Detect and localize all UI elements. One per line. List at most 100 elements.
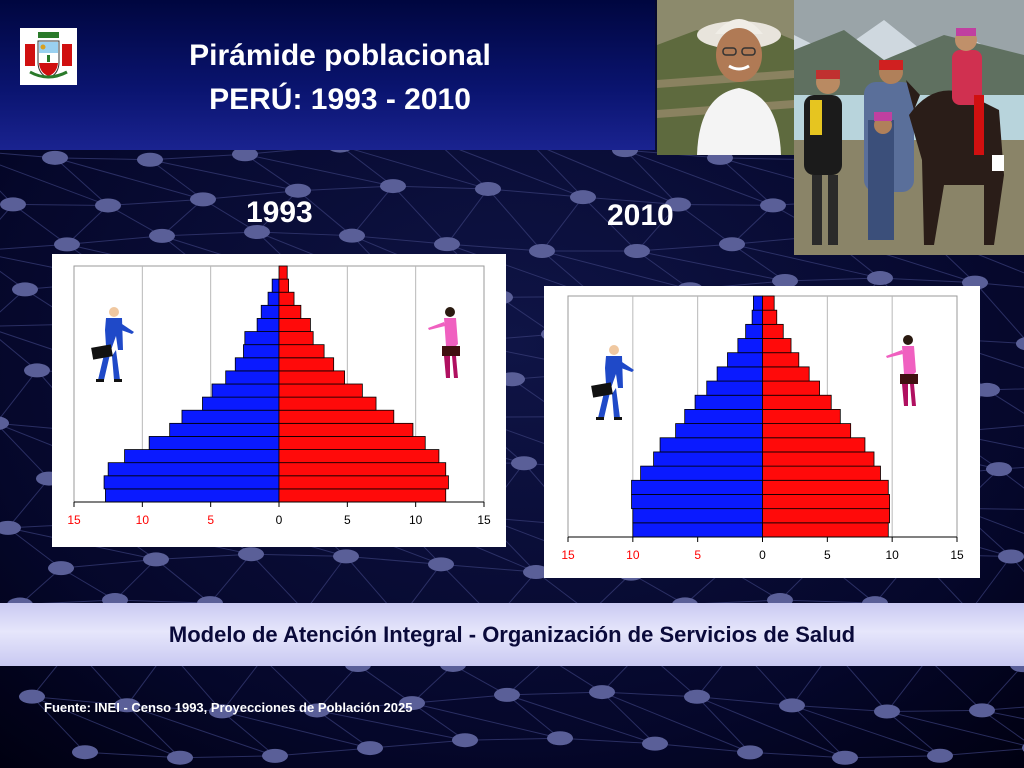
network-line — [969, 556, 1012, 612]
businesswoman-icon — [428, 307, 460, 378]
network-node — [986, 462, 1012, 477]
network-line — [541, 196, 584, 252]
network-line — [411, 702, 466, 741]
network-line — [209, 553, 252, 604]
network-line — [696, 696, 751, 753]
network-line — [262, 657, 318, 711]
female-bar — [762, 366, 810, 382]
female-bar — [762, 451, 875, 467]
network-line — [630, 573, 686, 605]
network-line — [779, 599, 876, 604]
network-node — [434, 237, 460, 252]
title-line-2: PERÚ: 1993 - 2010 — [209, 83, 471, 116]
network-line — [981, 709, 1024, 741]
female-bar — [762, 437, 866, 453]
network-line — [244, 153, 299, 192]
female-bar — [278, 344, 325, 359]
network-line — [0, 339, 38, 371]
female-bar — [762, 323, 784, 339]
network-node — [779, 698, 805, 713]
network-line — [601, 691, 656, 745]
male-bar — [632, 522, 763, 538]
network-line — [974, 282, 1024, 339]
network-line — [316, 702, 413, 711]
network-line — [66, 235, 163, 245]
network-line — [541, 250, 691, 290]
network-line — [446, 243, 543, 252]
network-node — [149, 228, 175, 243]
network-node — [339, 228, 365, 243]
network-line — [316, 709, 466, 741]
female-bar — [762, 409, 841, 424]
network-line — [149, 159, 299, 192]
network-node — [95, 198, 121, 213]
female-bar — [762, 494, 890, 510]
network-line — [981, 664, 1024, 711]
page-title: Pirámide poblacional PERÚ: 1993 - 2010 — [110, 34, 570, 122]
female-bar — [278, 304, 302, 319]
network-node — [428, 557, 454, 572]
network-line — [981, 706, 1024, 711]
network-line — [998, 466, 1024, 470]
network-line — [506, 694, 656, 745]
male-bar — [675, 423, 763, 439]
network-line — [161, 198, 204, 237]
male-bar — [202, 396, 280, 411]
network-line — [316, 710, 371, 749]
network-node — [570, 190, 596, 205]
network-line — [487, 188, 584, 198]
network-line — [636, 243, 733, 252]
network-line — [582, 196, 638, 252]
network-line — [221, 658, 264, 712]
network-line — [345, 555, 442, 565]
male-bar — [631, 479, 763, 495]
female-bar — [762, 394, 832, 410]
network-line — [339, 145, 489, 190]
pyramid-chart-2010: 15 10 5 0 5 10 15 — [544, 286, 980, 578]
female-bar — [278, 488, 447, 503]
network-node — [494, 687, 520, 702]
male-bar — [753, 295, 763, 311]
family-horse-photo — [794, 0, 1024, 255]
network-line — [297, 185, 394, 192]
network-line — [998, 468, 1024, 489]
network-node — [511, 456, 537, 471]
network-node — [262, 748, 288, 763]
network-node — [624, 244, 650, 259]
network-line — [126, 704, 276, 757]
businesswoman-icon — [886, 335, 918, 406]
network-line — [149, 153, 246, 161]
male-bar — [684, 409, 763, 424]
network-line — [31, 696, 181, 759]
network-line — [316, 664, 359, 711]
title-line-1: Pirámide poblacional — [189, 39, 491, 72]
network-node — [547, 731, 573, 746]
network-node — [137, 152, 163, 167]
male-bar — [148, 436, 280, 450]
network-line — [392, 185, 448, 245]
network-line — [0, 370, 38, 419]
female-bar — [762, 423, 852, 439]
network-line — [107, 205, 163, 237]
network-line — [601, 691, 751, 753]
businessman-icon — [91, 307, 134, 382]
network-node — [998, 549, 1024, 564]
male-bar — [105, 488, 280, 503]
network-line — [506, 694, 561, 739]
network-line — [957, 507, 1024, 534]
network-node — [589, 685, 615, 700]
businessman-icon — [591, 345, 634, 420]
network-line — [114, 559, 157, 601]
network-node — [867, 271, 893, 286]
male-bar — [181, 409, 280, 424]
network-line — [636, 204, 679, 252]
network-line — [244, 153, 394, 187]
network-line — [351, 235, 448, 245]
network-line — [84, 751, 181, 759]
network-line — [60, 567, 116, 601]
network-line — [731, 205, 774, 245]
x-tick-label: 15 — [561, 548, 575, 562]
x-tick-label: 5 — [824, 548, 831, 562]
female-bar — [762, 465, 881, 481]
network-line — [54, 157, 109, 206]
